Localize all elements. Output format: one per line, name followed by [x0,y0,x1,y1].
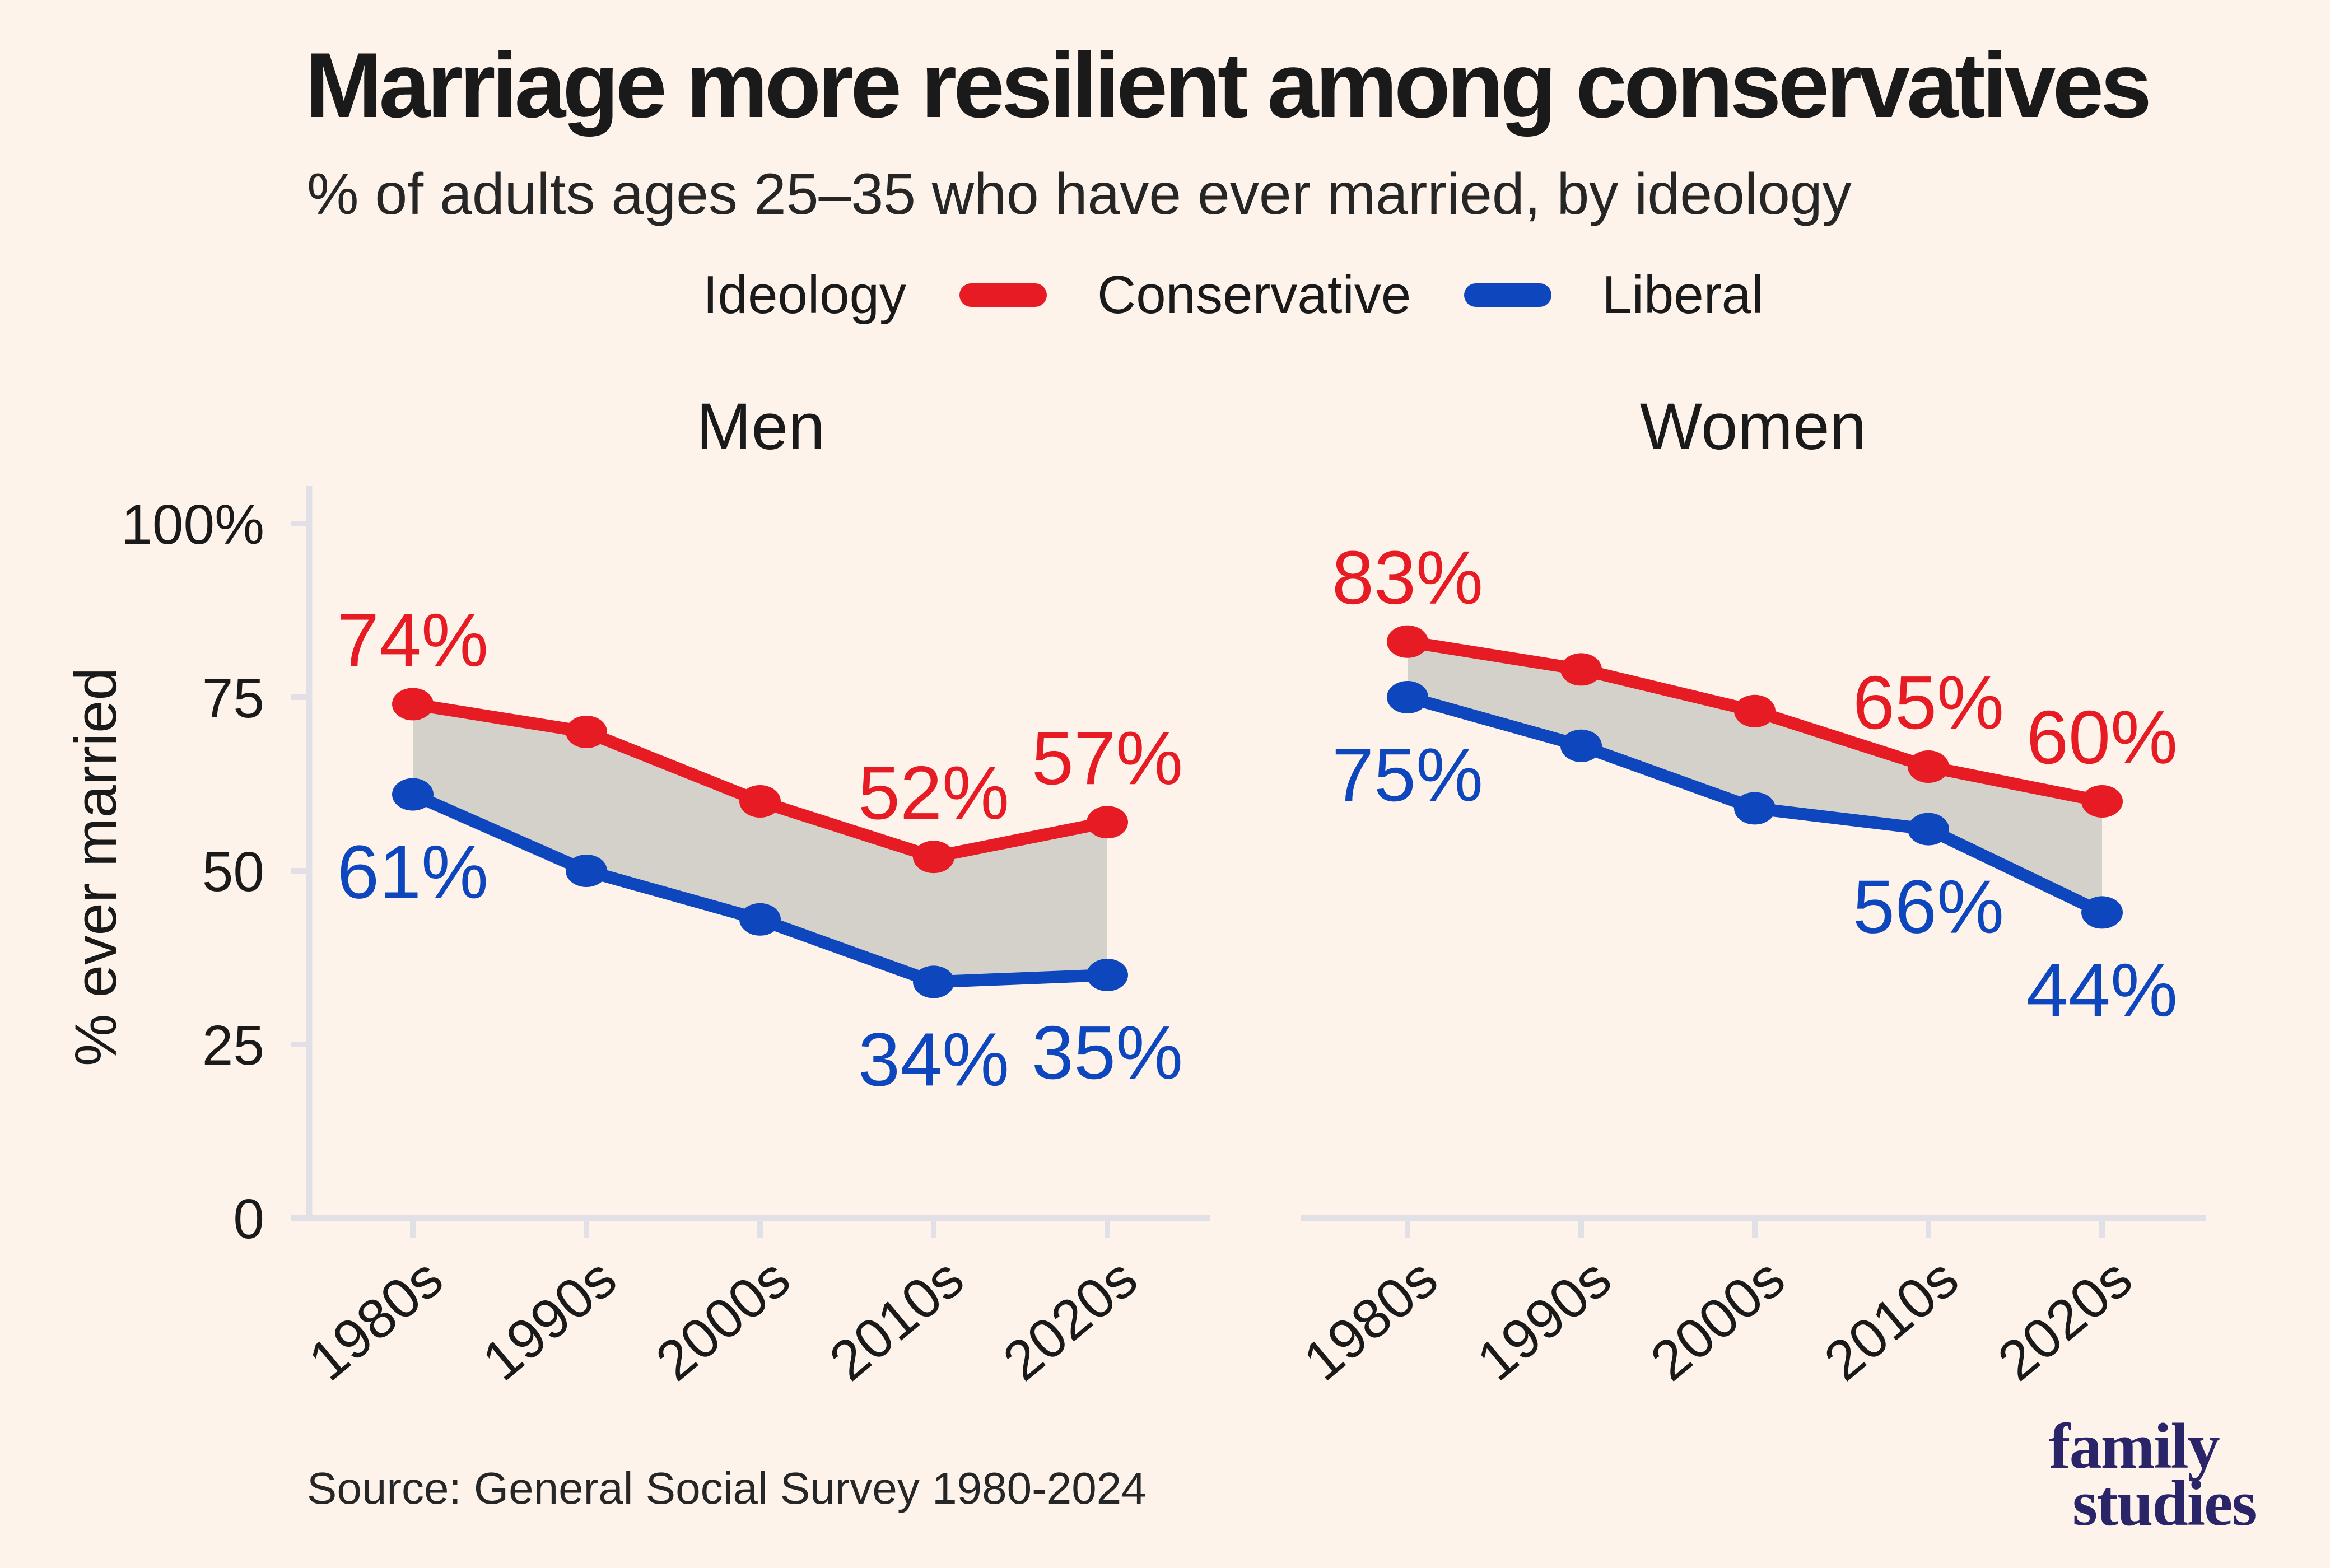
between-series-band [413,704,1107,982]
x-tick-label: 1990s [1465,1247,1623,1393]
x-tick-label: 2010s [1812,1247,1970,1393]
data-point [913,841,954,874]
data-point [566,855,607,887]
x-tick-label: 2000s [644,1247,801,1393]
y-tick-label: 0 [233,1188,264,1250]
data-point [566,716,607,748]
data-point-label: 75% [1332,732,1483,817]
data-point-label: 34% [858,1017,1009,1102]
y-tick-label: 50 [202,841,264,903]
data-point-label: 52% [858,750,1009,835]
data-point-label: 60% [2026,695,2178,780]
logo-line-1: family [2049,1411,2220,1482]
data-point [1908,750,1949,783]
facet-title-women: Women [1639,390,1867,464]
data-point-label: 56% [1853,865,2004,949]
family-studies-logo: family studies [2049,1411,2257,1540]
legend-item-liberal: Liberal [1464,264,1763,326]
data-point [1387,625,1428,658]
data-point [739,785,781,818]
conservative-swatch-icon [959,283,1047,307]
data-point-label: 35% [1032,1010,1183,1095]
y-tick-label: 75 [202,667,264,730]
x-tick-label: 1980s [297,1247,454,1393]
page-subtitle: % of adults ages 25–35 who have ever mar… [307,162,1852,227]
data-point [1560,729,1602,762]
page-title: Marriage more resilient among conservati… [305,34,2152,137]
data-point [1087,959,1128,991]
data-point [1734,792,1776,825]
x-tick-label: 1990s [470,1247,628,1393]
data-point [1908,813,1949,846]
data-point [2081,896,2123,929]
data-point-label: 57% [1032,716,1183,800]
data-point-label: 83% [1332,535,1483,620]
data-point [1560,653,1602,686]
data-point [1087,806,1128,839]
legend: Ideology Conservative Liberal [703,264,1763,326]
data-point [913,965,954,998]
source-note: Source: General Social Survey 1980-2024 [307,1463,1147,1513]
x-tick-label: 2010s [818,1247,975,1393]
data-point-label: 74% [337,598,488,682]
data-point-label: 44% [2026,948,2178,1032]
logo-line-2: studies [2072,1468,2257,1540]
facet-title-men: Men [696,390,825,464]
x-tick-label: 1980s [1292,1247,1449,1393]
legend-title: Ideology [703,265,906,325]
data-point [2081,785,2123,818]
data-point-label: 61% [337,830,488,914]
y-tick-label: 25 [202,1014,264,1077]
liberal-swatch-icon [1464,283,1552,307]
x-tick-label: 2020s [1986,1247,2143,1393]
legend-label-liberal: Liberal [1602,265,1764,325]
data-point [1734,694,1776,727]
x-tick-label: 2020s [991,1247,1149,1393]
y-tick-label: 100% [121,493,264,556]
data-point [392,688,434,721]
data-point [1387,681,1428,713]
data-point-label: 65% [1853,660,2004,745]
legend-label-conservative: Conservative [1097,265,1411,325]
data-point [739,903,781,936]
x-tick-label: 2000s [1639,1247,1796,1393]
between-series-band [1408,641,2102,913]
data-point [392,778,434,811]
legend-item-conservative: Conservative [959,264,1411,326]
